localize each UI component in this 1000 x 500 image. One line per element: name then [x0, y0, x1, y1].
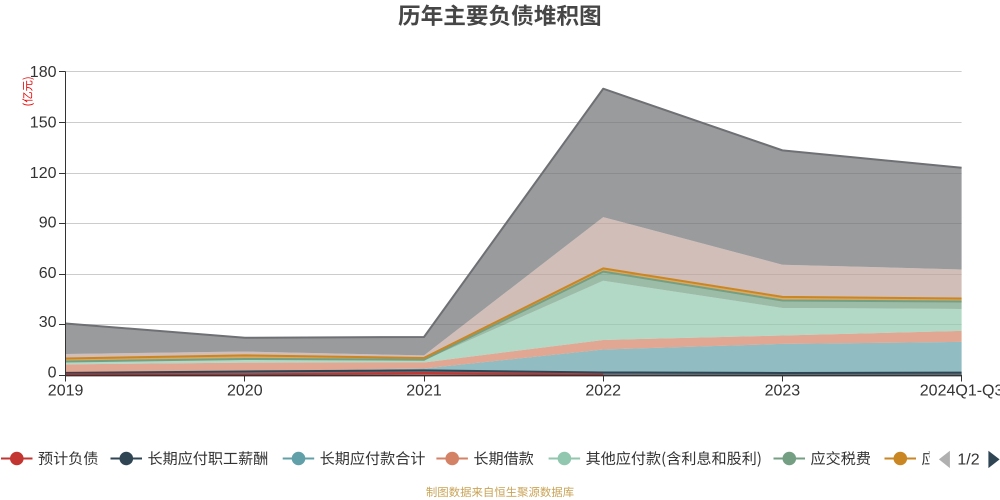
- svg-text:30: 30: [39, 314, 57, 331]
- svg-text:2020: 2020: [227, 383, 263, 400]
- svg-text:180: 180: [30, 64, 57, 81]
- svg-text:2022: 2022: [585, 383, 621, 400]
- svg-text:0: 0: [48, 365, 57, 382]
- svg-text:150: 150: [30, 115, 57, 132]
- svg-text:2023: 2023: [765, 383, 801, 400]
- svg-text:120: 120: [30, 165, 57, 182]
- svg-text:1/2: 1/2: [957, 452, 979, 469]
- svg-text:2019: 2019: [48, 383, 84, 400]
- svg-text:2021: 2021: [406, 383, 442, 400]
- svg-text:60: 60: [39, 265, 57, 282]
- svg-text:90: 90: [39, 214, 57, 231]
- svg-text:2024Q1-Q3: 2024Q1-Q3: [920, 383, 1000, 400]
